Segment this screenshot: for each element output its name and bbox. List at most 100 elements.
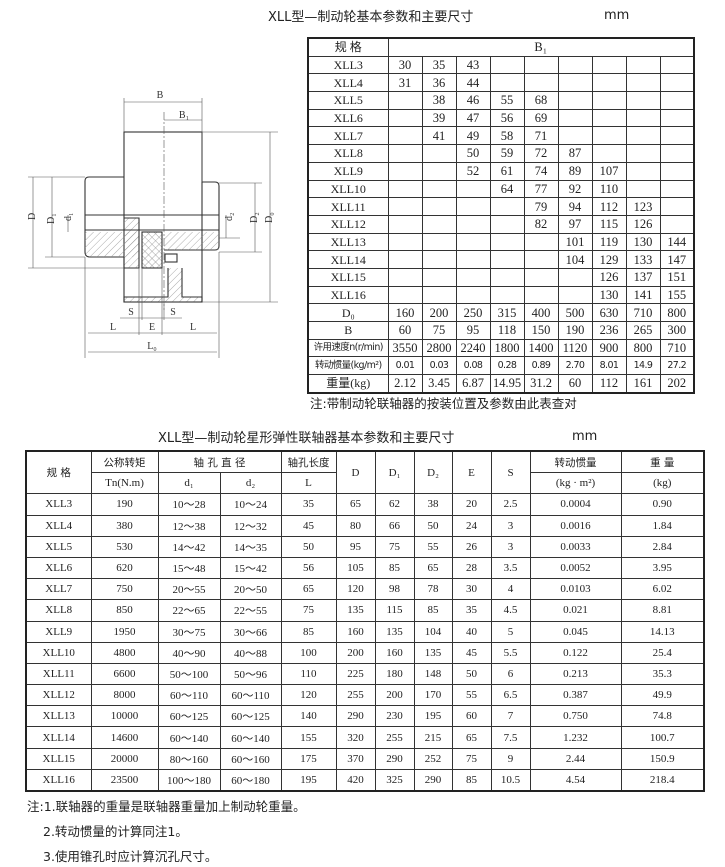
header-length-symbol: L	[280, 472, 337, 495]
bore-d2-cell: 30～66	[219, 620, 282, 643]
header-e: E	[451, 450, 492, 495]
table-row: XLL8 50 59 72 87	[307, 144, 695, 163]
table-row: XLL14 14600 60～140 60～140 155 320 255 215 65 7.5 1…	[25, 726, 705, 749]
d2-outer-cell: 50	[413, 514, 453, 537]
e-cell: 85	[451, 768, 492, 792]
b1-cell	[659, 179, 695, 199]
d1-outer-cell: 290	[374, 747, 415, 770]
param-value: 27.2	[659, 356, 695, 376]
label-e: E	[149, 322, 155, 333]
length-cell: 45	[280, 514, 337, 537]
param-value: 250	[455, 303, 491, 322]
b1-cell: 104	[557, 250, 593, 269]
header-d1-upper: D₁	[374, 450, 415, 495]
b1-cell	[387, 250, 423, 269]
label-d2: d₂	[224, 213, 235, 222]
b1-cell	[455, 197, 491, 216]
length-cell: 100	[280, 641, 337, 664]
b1-cell	[659, 108, 695, 128]
weight-cell: 2.84	[620, 535, 705, 558]
e-cell: 75	[451, 747, 492, 770]
d-cell: 65	[335, 493, 376, 516]
param-value: 14.9	[625, 356, 661, 376]
b1-cell: 36	[421, 73, 457, 93]
header-d1: d₁	[157, 472, 221, 495]
spec-cell: XLL15	[307, 267, 389, 287]
param-value: 1800	[489, 338, 525, 358]
b1-cell: 74	[523, 161, 559, 181]
d2-outer-cell: 135	[413, 641, 453, 664]
b1-cell	[591, 91, 627, 110]
b1-cell: 89	[557, 161, 593, 181]
param-label: B	[307, 321, 389, 340]
inertia-cell: 0.213	[529, 662, 622, 686]
param-value: 315	[489, 303, 525, 322]
table-row: XLL7 750 20～55 20～50 65 120 98 78 30 4 0.0103 6.02	[25, 578, 705, 601]
param-value: 2.70	[557, 356, 593, 376]
b1-cell	[557, 55, 593, 75]
weight-cell: 14.13	[620, 620, 705, 643]
b1-cell: 58	[489, 126, 525, 146]
b1-cell	[523, 267, 559, 287]
bore-d2-cell: 50～96	[219, 662, 282, 686]
bore-d1-cell: 40～90	[157, 641, 221, 664]
b1-cell	[557, 267, 593, 287]
b1-cell: 92	[557, 179, 593, 199]
b1-cell	[421, 267, 457, 287]
b1-cell: 123	[625, 197, 661, 216]
d2-outer-cell: 104	[413, 620, 453, 643]
weight-cell: 1.84	[620, 514, 705, 537]
spec-cell: XLL8	[25, 599, 92, 622]
weight-cell: 218.4	[620, 768, 705, 792]
length-cell: 65	[280, 578, 337, 601]
b1-cell	[489, 285, 525, 305]
b1-cell	[421, 250, 457, 269]
param-value: 118	[489, 321, 525, 340]
bore-d1-cell: 50～100	[157, 662, 221, 686]
e-cell: 50	[451, 662, 492, 686]
spec-cell: XLL7	[307, 126, 389, 146]
b1-cell: 47	[455, 108, 491, 128]
b1-cell	[421, 179, 457, 199]
d-cell: 135	[335, 599, 376, 622]
spec-cell: XLL15	[25, 747, 92, 770]
s-cell: 4.5	[490, 599, 531, 622]
b1-cell	[387, 285, 423, 305]
inertia-cell: 0.0103	[529, 578, 622, 601]
d-cell: 95	[335, 535, 376, 558]
spec-cell: XLL16	[25, 768, 92, 792]
length-cell: 195	[280, 768, 337, 792]
table-header-row: 规 格 公称转矩 轴 孔 直 径 轴孔长度 D D₁ D₂ E S 转动惯量 重…	[25, 450, 705, 495]
d2-outer-cell: 65	[413, 556, 453, 580]
s-cell: 6.5	[490, 684, 531, 707]
b1-cell	[455, 250, 491, 269]
param-label: 重量(kg)	[307, 374, 389, 394]
b1-cell	[387, 108, 423, 128]
table-row: XLL16 130 141 155	[307, 285, 695, 305]
bore-d1-cell: 60～140	[157, 726, 221, 749]
length-cell: 35	[280, 493, 337, 516]
table-row: XLL15 126 137 151	[307, 267, 695, 287]
b1-cell	[591, 126, 627, 146]
header-d2-upper: D₂	[413, 450, 453, 495]
inertia-cell: 4.54	[529, 768, 622, 792]
table-row: XLL12 8000 60～110 60～110 120 255 200 170 55 6.5 0.…	[25, 684, 705, 707]
torque-cell: 530	[90, 535, 159, 558]
torque-cell: 23500	[90, 768, 159, 792]
param-value: 75	[421, 321, 457, 340]
bore-d2-cell: 20～50	[219, 578, 282, 601]
d2-outer-cell: 195	[413, 705, 453, 728]
top-note: 注:带制动轮联轴器的按装位置及参数由此表查对	[310, 396, 577, 411]
param-value: 2800	[421, 338, 457, 358]
b1-cell: 71	[523, 126, 559, 146]
table-row: XLL10 4800 40～90 40～88 100 200 160 135 45 5.5 0.12…	[25, 641, 705, 664]
b1-cell: 112	[591, 197, 627, 216]
spec-cell: XLL12	[307, 214, 389, 234]
param-value: 500	[557, 303, 593, 322]
b1-cell	[421, 285, 457, 305]
b1-cell	[625, 108, 661, 128]
b1-cell: 133	[625, 250, 661, 269]
param-value: 0.03	[421, 356, 457, 376]
header-inertia-unit: (kg · m²)	[529, 472, 622, 495]
torque-cell: 190	[90, 493, 159, 516]
